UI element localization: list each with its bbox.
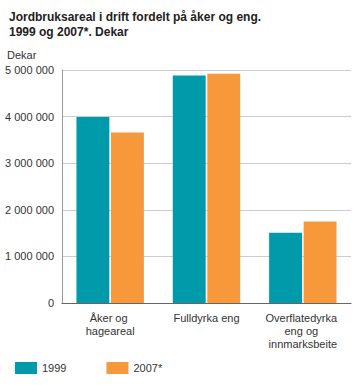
svg-text:Fulldyrka eng: Fulldyrka eng xyxy=(173,312,239,324)
svg-text:1999 og 2007*. Dekar: 1999 og 2007*. Dekar xyxy=(9,25,129,39)
svg-text:innmarksbeite: innmarksbeite xyxy=(269,338,337,350)
svg-text:0: 0 xyxy=(48,297,54,309)
svg-text:1 000 000: 1 000 000 xyxy=(5,250,54,262)
svg-text:4 000 000: 4 000 000 xyxy=(5,111,54,123)
svg-text:Åker og: Åker og xyxy=(90,312,131,324)
svg-text:hageareal: hageareal xyxy=(86,325,135,337)
svg-text:Overflatedyrka: Overflatedyrka xyxy=(266,312,341,324)
svg-text:Dekar: Dekar xyxy=(7,49,37,61)
svg-text:1999: 1999 xyxy=(42,362,66,374)
svg-text:Jordbruksareal i drift fordelt: Jordbruksareal i drift fordelt på åker o… xyxy=(9,10,264,24)
svg-text:eng og: eng og xyxy=(284,325,321,337)
svg-text:3 000 000: 3 000 000 xyxy=(5,157,54,169)
svg-text:2007*: 2007* xyxy=(133,362,162,374)
svg-text:5 000 000: 5 000 000 xyxy=(5,64,54,76)
svg-text:2 000 000: 2 000 000 xyxy=(5,204,54,216)
